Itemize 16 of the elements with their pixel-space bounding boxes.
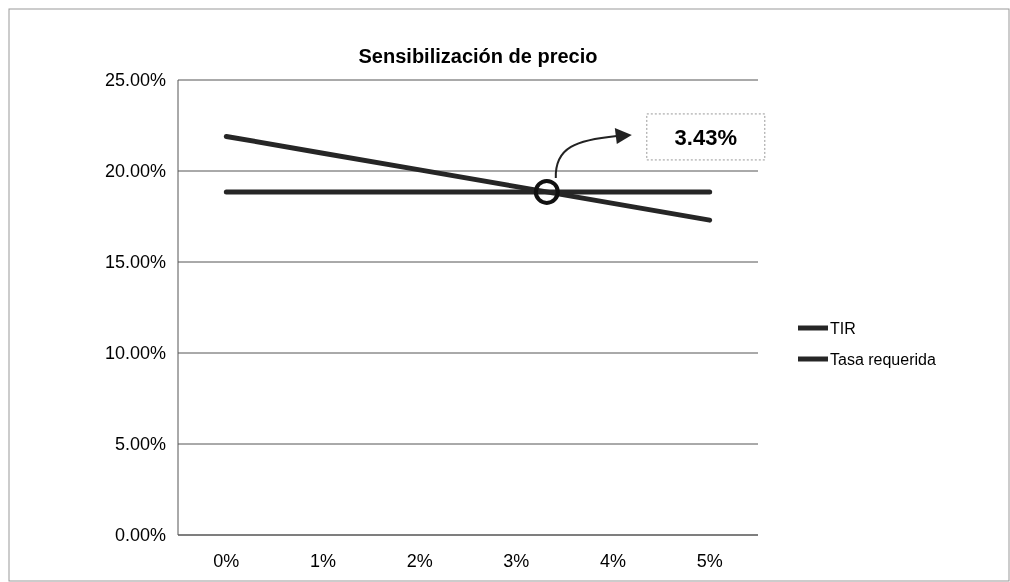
y-tick-label: 0.00% (114, 525, 166, 546)
y-tick-label: 15.00% (104, 252, 166, 273)
y-tick-label: 10.00% (104, 343, 166, 364)
annotation: 3.43% (674, 124, 737, 150)
y-tick-label: 25.00% (104, 70, 166, 91)
x-tick-label: 2% (406, 551, 433, 571)
y-tick-label: 5.00% (114, 434, 166, 455)
chart-title: Sensibilización de precio (358, 45, 598, 67)
y-tick-label: 20.00% (104, 161, 166, 182)
x-tick-label: 5% (696, 551, 723, 571)
legend-label: Tasa requerida (830, 350, 936, 368)
x-tick-label: 0% (213, 551, 240, 571)
x-tick-label: 1% (309, 551, 337, 571)
legend-label: TIR (830, 319, 856, 337)
x-tick-label: 3% (503, 551, 530, 571)
x-tick-label: 4% (599, 551, 627, 571)
